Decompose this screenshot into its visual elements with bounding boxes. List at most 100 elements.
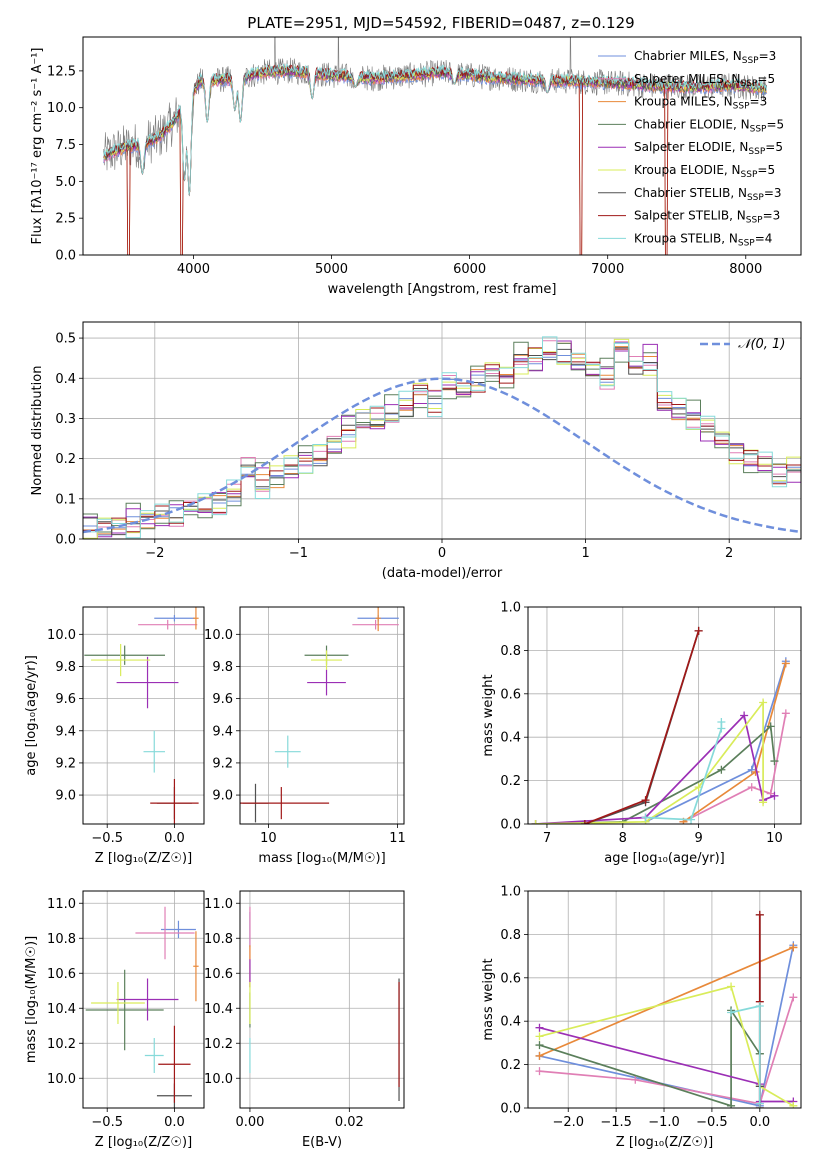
weight-line-salpeter_miles — [539, 997, 795, 1105]
y-tick-label: 12.5 — [47, 64, 76, 79]
x-tick-label: −2 — [145, 546, 164, 561]
errorbar-point-kroupa_stelib — [143, 730, 166, 773]
weight-line-chabrier_elodie — [539, 1007, 761, 1107]
errorbar-point-kroupa_miles — [193, 931, 199, 1002]
weight-marker-kroupa_miles — [789, 943, 798, 952]
panels-container: 4000 5000 6000 7000 80000.02.55.07.510.012.5… — [24, 36, 802, 1150]
y-tick-label: 9.2 — [55, 756, 76, 771]
weight-marker-salpeter_miles — [631, 1075, 640, 1084]
y-tick-label: 10.0 — [204, 628, 233, 643]
y-tick-label: 0.8 — [500, 644, 521, 659]
y-tick-label: 0.2 — [500, 774, 521, 789]
errorbar-point-salpeter_elodie — [307, 669, 346, 696]
weight-marker-kroupa_miles — [781, 659, 790, 668]
y-tick-label: 0.6 — [500, 687, 521, 702]
x-tick-label: −1.0 — [648, 1115, 680, 1130]
axes-frame — [239, 890, 405, 1109]
y-tick-label: 10.6 — [47, 967, 76, 982]
y-axis-label: mass weight — [481, 958, 496, 1040]
panel-mass_vs_Z: −0.5 0.0 10.0 10.2 10.4 10.6 10.8 11.0 Z [log₁₀(… — [24, 890, 205, 1150]
x-tick-label: −2.0 — [552, 1115, 584, 1130]
errorbar-point-chabrier_elodie — [84, 645, 166, 665]
x-tick-label: 9 — [694, 831, 702, 846]
weight-marker-salpeter_miles — [789, 993, 798, 1002]
plot-area — [84, 607, 199, 824]
legend-entry: Salpeter ELODIE, NSSP=5 — [634, 140, 783, 157]
model-spectrum-line-salpeter_stelib — [103, 64, 767, 255]
y-tick-label: 9.2 — [212, 756, 233, 771]
axes-frame — [82, 890, 205, 1109]
errorbar-point-salpeter_elodie — [116, 978, 179, 1021]
errorbar-point-chabrier_miles — [160, 920, 196, 939]
x-tick-label: 4000 — [177, 262, 210, 277]
y-tick-label: 7.5 — [55, 138, 76, 153]
y-tick-label: 10.4 — [47, 1002, 76, 1017]
plot-area — [240, 607, 399, 823]
y-tick-label: 10.2 — [47, 1037, 76, 1052]
y-tick-label: 1.0 — [500, 601, 521, 616]
y-tick-label: 0.4 — [55, 372, 76, 387]
x-tick-label: 0 — [438, 546, 446, 561]
errorbar-point-salpeter_miles — [138, 619, 198, 630]
axes-frame — [527, 890, 802, 1109]
y-tick-label: 11.0 — [47, 897, 76, 912]
plot-area — [83, 336, 801, 539]
y-tick-label: 0.3 — [55, 412, 76, 427]
errorbar-point-chabrier_miles — [154, 615, 195, 622]
weight-marker-salpeter_elodie — [770, 791, 779, 800]
panel-weight_vs_Z: −2.0 −1.5 −1.0 −0.5 0.0 0.0 0.2 0.4 0.6 0.8 1.0 Z [… — [481, 885, 802, 1150]
panel-spectrum: 4000 5000 6000 7000 8000 0.0 2.5 5.0 7.5 10.0 12.5… — [30, 36, 802, 297]
weight-line-kroupa_elodie — [539, 985, 794, 1107]
weight-line-salpeter_stelib — [584, 630, 700, 824]
weight-marker-kroupa_stelib — [755, 1099, 764, 1108]
weight-marker-chabrier_elodie — [535, 1041, 544, 1050]
y-tick-label: 10.4 — [204, 1002, 233, 1017]
y-tick-label: 0.8 — [500, 928, 521, 943]
errorbar-point-salpeter_elodie — [116, 656, 179, 709]
weight-marker-kroupa_elodie — [727, 982, 736, 991]
legend-entry: Kroupa ELODIE, NSSP=5 — [634, 163, 775, 180]
legend-entry: Salpeter STELIB, NSSP=3 — [634, 209, 780, 226]
y-tick-label: 0.0 — [55, 533, 76, 548]
x-tick-label: 0.0 — [164, 831, 185, 846]
x-tick-label: −0.5 — [91, 831, 123, 846]
legend-entry: Chabrier MILES, NSSP=3 — [634, 49, 776, 66]
weight-marker-salpeter_stelib — [580, 820, 589, 824]
y-tick-label: 0.1 — [55, 492, 76, 507]
y-axis-label: mass [log₁₀(M/M☉)] — [24, 936, 39, 1063]
errorbar-point-salpeter_miles — [135, 906, 195, 960]
errorbar-point-kroupa_elodie — [91, 982, 145, 1024]
x-tick-label: 10 — [766, 831, 783, 846]
axes-frame — [239, 606, 405, 825]
weight-line-kroupa_miles — [539, 946, 794, 1057]
y-tick-label: 0.2 — [55, 452, 76, 467]
weight-marker-salpeter_elodie — [535, 1023, 544, 1032]
weight-marker-kroupa_elodie — [789, 1101, 798, 1108]
y-tick-label: 0.4 — [500, 731, 521, 746]
weight-marker-salpeter_miles — [781, 709, 790, 718]
y-tick-label: 0.0 — [500, 1102, 521, 1117]
panel-age_vs_mass: 10 11 9.0 9.2 9.4 9.6 9.8 10.0 mass [log₁₀(M/M☉)… — [204, 606, 406, 866]
y-tick-label: 9.8 — [55, 660, 76, 675]
weight-marker-salpeter_stelib — [694, 626, 703, 635]
x-tick-label: 0.0 — [749, 1115, 770, 1130]
y-tick-label: 0.5 — [55, 332, 76, 347]
y-tick-label: 10.8 — [47, 932, 76, 947]
y-axis-label: mass weight — [481, 674, 496, 756]
plot-area — [531, 626, 790, 824]
legend-entry: Salpeter MILES, NSSP=5 — [634, 72, 775, 89]
legend-entry: Kroupa STELIB, NSSP=4 — [634, 231, 772, 248]
histogram-kroupa_stelib — [83, 336, 801, 539]
x-tick-label: 0.00 — [235, 1115, 264, 1130]
weight-marker-kroupa_elodie — [759, 698, 768, 707]
weight-marker-chabrier_elodie — [766, 722, 775, 731]
panel-residuals: −2 −1 0 1 2 0.0 0.1 0.2 0.3 0.4 0.5 (data-model)/er… — [30, 321, 802, 581]
legend-label-normal: 𝒩(0, 1) — [738, 337, 785, 352]
x-tick-label: 8000 — [729, 262, 762, 277]
errorbar-point-kroupa_stelib — [144, 1038, 164, 1073]
weight-marker-kroupa_elodie — [535, 1032, 544, 1041]
weight-marker-kroupa_stelib — [717, 718, 726, 727]
legend-entry: Chabrier STELIB, NSSP=3 — [634, 186, 782, 203]
y-tick-label: 10.8 — [204, 932, 233, 947]
y-tick-label: 9.0 — [212, 789, 233, 804]
